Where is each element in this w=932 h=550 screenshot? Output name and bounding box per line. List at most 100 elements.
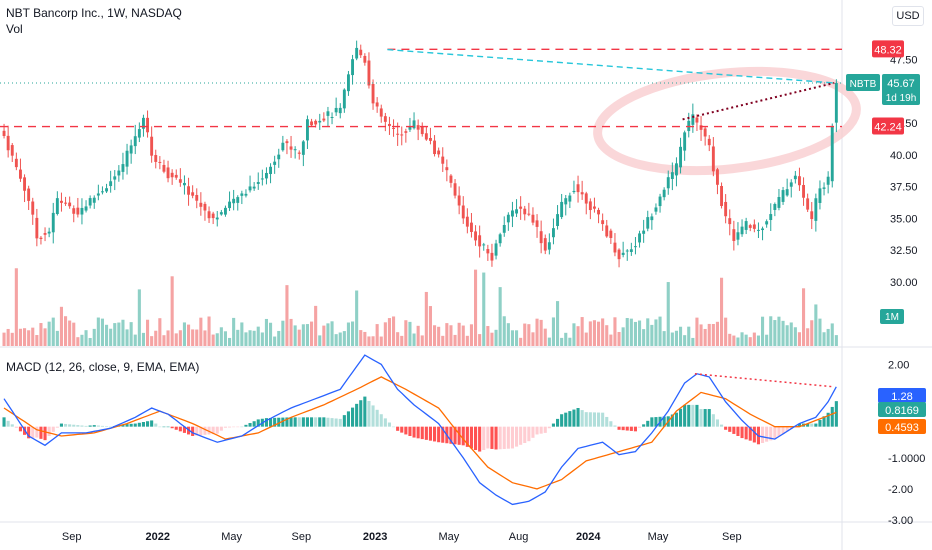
volume-bar bbox=[654, 319, 658, 346]
time-tick-label: May bbox=[221, 531, 242, 543]
macd-histogram-bar bbox=[269, 417, 273, 427]
candle-body bbox=[658, 196, 662, 207]
candle-body bbox=[707, 138, 711, 146]
volume-bar bbox=[502, 316, 506, 346]
macd-histogram-bar bbox=[629, 426, 633, 431]
macd-histogram-bar bbox=[826, 412, 830, 427]
time-tick-label: May bbox=[648, 531, 669, 543]
volume-bar bbox=[773, 320, 777, 346]
volume-bar bbox=[728, 333, 732, 346]
macd-histogram-bar bbox=[498, 426, 502, 450]
macd-histogram-bar bbox=[654, 417, 658, 427]
volume-bar bbox=[252, 330, 256, 346]
volume-bar bbox=[109, 328, 113, 346]
candle-body bbox=[232, 198, 236, 204]
candle-body bbox=[371, 84, 375, 104]
candle-body bbox=[236, 197, 240, 203]
candle-body bbox=[252, 186, 256, 189]
volume-bar bbox=[64, 316, 68, 346]
volume-max-label: 1M bbox=[885, 312, 899, 323]
volume-bar bbox=[18, 328, 22, 346]
volume-bar bbox=[412, 333, 416, 346]
macd-histogram-bar bbox=[679, 408, 683, 427]
macd-histogram-bar bbox=[584, 412, 588, 427]
volume-bar bbox=[433, 325, 437, 346]
volume-bar bbox=[732, 335, 736, 346]
candle-body bbox=[158, 161, 162, 163]
volume-bar bbox=[556, 301, 560, 346]
volume-bar bbox=[580, 317, 584, 346]
volume-bar bbox=[691, 337, 695, 346]
macd-histogram-bar bbox=[39, 426, 43, 439]
macd-histogram-bar bbox=[457, 426, 461, 445]
macd-histogram-bar bbox=[588, 412, 592, 427]
macd-histogram-bar bbox=[305, 417, 309, 427]
last-price-label: 45.67 bbox=[887, 78, 915, 90]
time-tick-label: Sep bbox=[292, 531, 312, 543]
volume-bar bbox=[375, 324, 379, 346]
macd-histogram-bar bbox=[207, 426, 211, 435]
macd-histogram-bar bbox=[724, 426, 728, 430]
macd-histogram-bar bbox=[318, 417, 322, 427]
candle-body bbox=[166, 167, 170, 179]
currency-button[interactable]: USD bbox=[892, 6, 924, 26]
candle-body bbox=[806, 198, 810, 210]
candle-body bbox=[342, 89, 346, 109]
candle-body bbox=[121, 164, 125, 172]
volume-bar bbox=[789, 322, 793, 346]
macd-histogram-bar bbox=[613, 425, 617, 427]
candle-body bbox=[109, 181, 113, 187]
candle-body bbox=[293, 149, 297, 151]
candle-body bbox=[769, 214, 773, 221]
macd-histogram-bar bbox=[740, 426, 744, 439]
macd-histogram-bar bbox=[674, 412, 678, 427]
macd-histogram-bar bbox=[400, 426, 404, 433]
macd-histogram-bar bbox=[797, 423, 801, 427]
macd-histogram-bar bbox=[80, 425, 84, 427]
candle-body bbox=[43, 233, 47, 235]
macd-histogram-bar bbox=[523, 426, 527, 443]
candle-body bbox=[621, 252, 625, 255]
volume-bar bbox=[363, 331, 367, 346]
macd-histogram-bar bbox=[683, 404, 687, 427]
candle-body bbox=[224, 207, 227, 215]
volume-bar bbox=[228, 337, 232, 346]
volume-bar bbox=[178, 330, 182, 346]
volume-bar bbox=[264, 318, 268, 346]
volume-bar bbox=[486, 326, 490, 346]
candle-body bbox=[142, 117, 145, 129]
volume-bar bbox=[519, 337, 523, 346]
candle-body bbox=[379, 108, 383, 117]
macd-histogram-bar bbox=[215, 426, 219, 434]
volume-bar bbox=[576, 326, 580, 346]
volume-bar bbox=[260, 332, 264, 346]
candle-body bbox=[133, 136, 137, 147]
volume-bar bbox=[174, 333, 178, 346]
volume-bar bbox=[256, 326, 260, 346]
volume-bar bbox=[383, 322, 387, 346]
volume-bar bbox=[158, 318, 162, 346]
volume-bar bbox=[68, 320, 72, 346]
candle-body bbox=[248, 186, 252, 191]
volume-bar bbox=[699, 324, 703, 346]
candle-body bbox=[429, 137, 432, 141]
volume-bar bbox=[531, 332, 535, 346]
candle-body bbox=[203, 203, 207, 211]
volume-bar bbox=[51, 317, 55, 346]
macd-histogram-bar bbox=[166, 426, 170, 428]
candle-body bbox=[638, 233, 641, 243]
macd-histogram-bar bbox=[703, 409, 707, 427]
volume-bar bbox=[551, 317, 555, 346]
volume-bar bbox=[43, 328, 47, 346]
candle-body bbox=[19, 169, 22, 179]
macd-histogram-bar bbox=[297, 417, 301, 427]
candle-body bbox=[613, 242, 617, 253]
volume-bar bbox=[326, 323, 330, 346]
macd-histogram-bar bbox=[765, 426, 769, 442]
candle-body bbox=[720, 185, 723, 206]
macd-histogram-bar bbox=[281, 417, 285, 427]
macd-histogram-bar bbox=[597, 412, 601, 427]
candle-body bbox=[761, 228, 764, 231]
volume-bar bbox=[650, 324, 654, 346]
